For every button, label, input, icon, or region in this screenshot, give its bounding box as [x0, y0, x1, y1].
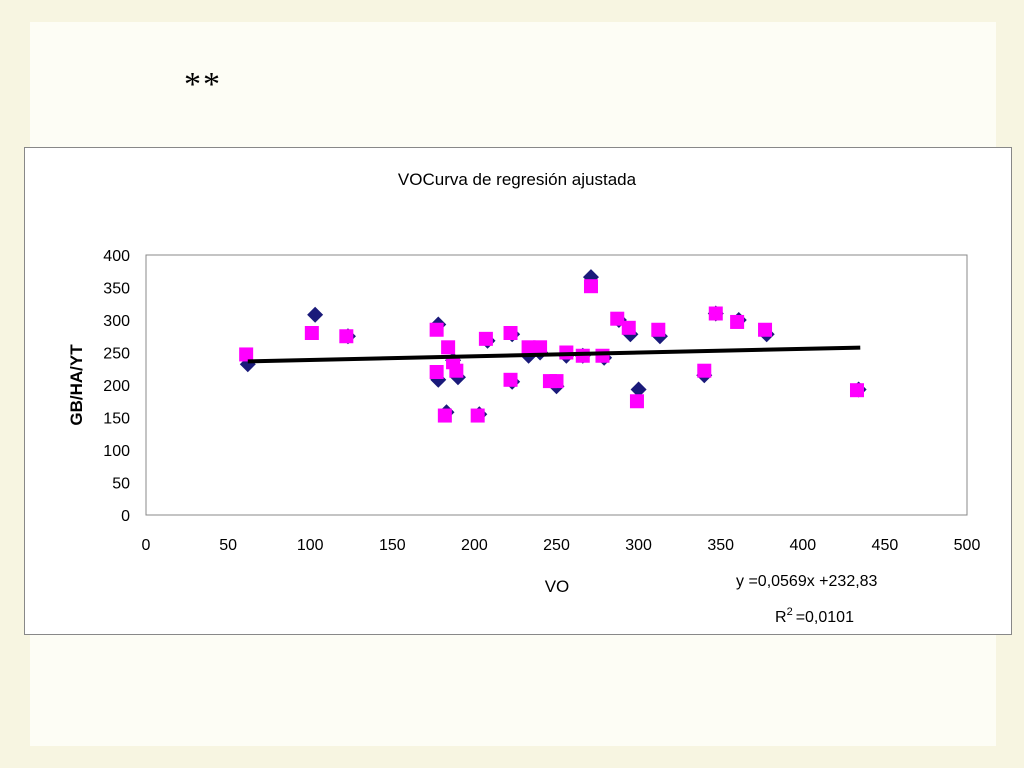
square-point [304, 326, 319, 340]
square-point [583, 279, 598, 294]
x-tick-label: 350 [707, 537, 734, 554]
square-point [629, 394, 644, 409]
x-tick-label: 450 [872, 537, 899, 554]
y-tick-label: 300 [103, 313, 130, 330]
square-point [503, 326, 518, 340]
square-point [697, 363, 712, 378]
square-point [533, 340, 548, 355]
r-squared-letter: R [775, 609, 787, 626]
square-point [549, 374, 564, 389]
square-point [437, 408, 452, 423]
slide-heading: ** [184, 66, 222, 103]
r-squared-value: =0,0101 [796, 609, 854, 626]
y-axis-label: GB/HA/YT [67, 344, 86, 426]
square-point [239, 347, 254, 362]
data-points [239, 269, 867, 423]
x-tick-label: 50 [219, 537, 237, 554]
square-point [758, 322, 773, 337]
chart-title: VOCurva de regresión ajustada [398, 170, 637, 189]
square-point [521, 340, 536, 355]
square-point [595, 348, 610, 363]
diamond-point [630, 381, 647, 398]
trendline [247, 345, 861, 364]
square-point [730, 314, 745, 329]
x-tick-label: 300 [625, 537, 652, 554]
square-point [429, 322, 444, 337]
square-point [429, 365, 444, 379]
y-tick-label: 50 [112, 476, 130, 493]
x-tick-label: 250 [543, 537, 570, 554]
square-point [470, 408, 485, 423]
plot-area [145, 254, 968, 516]
square-point [651, 322, 666, 337]
square-point [441, 340, 456, 355]
y-tick-label: 200 [103, 378, 130, 395]
r-squared-label: R2 =0,0101 [775, 606, 854, 626]
square-point [610, 311, 625, 326]
x-axis-label: VO [545, 577, 570, 596]
square-point [503, 372, 518, 387]
trendline-equation: y =0,0569x +232,83 [736, 573, 878, 590]
y-axis-ticks: 0 50 100 150 200 250 300 350 400 [103, 248, 130, 525]
r-squared-superscript: 2 [787, 606, 793, 618]
x-tick-label: 150 [379, 537, 406, 554]
x-tick-label: 0 [142, 537, 151, 554]
diamond-point [430, 371, 447, 388]
x-tick-label: 500 [954, 537, 981, 554]
chart-frame: VOCurva de regresión ajustada 0 50 100 150 2… [24, 147, 1012, 635]
x-tick-label: 100 [297, 537, 324, 554]
x-tick-label: 400 [789, 537, 816, 554]
square-point [708, 306, 723, 321]
y-tick-label: 350 [103, 281, 130, 298]
y-tick-label: 250 [103, 346, 130, 363]
x-axis-ticks: 0 50 100 150 200 250 300 350 400 450 500 [142, 537, 981, 554]
y-tick-label: 150 [103, 411, 130, 428]
diamond-point [307, 306, 324, 323]
square-point [449, 363, 464, 378]
scatter-chart: VOCurva de regresión ajustada 0 50 100 150 2… [67, 170, 981, 626]
square-point [621, 320, 636, 335]
y-tick-label: 0 [121, 508, 130, 525]
y-tick-label: 100 [103, 443, 130, 460]
square-point [478, 331, 493, 346]
y-tick-label: 400 [103, 248, 130, 265]
square-point [849, 383, 864, 398]
x-tick-label: 200 [461, 537, 488, 554]
square-point [339, 329, 354, 344]
